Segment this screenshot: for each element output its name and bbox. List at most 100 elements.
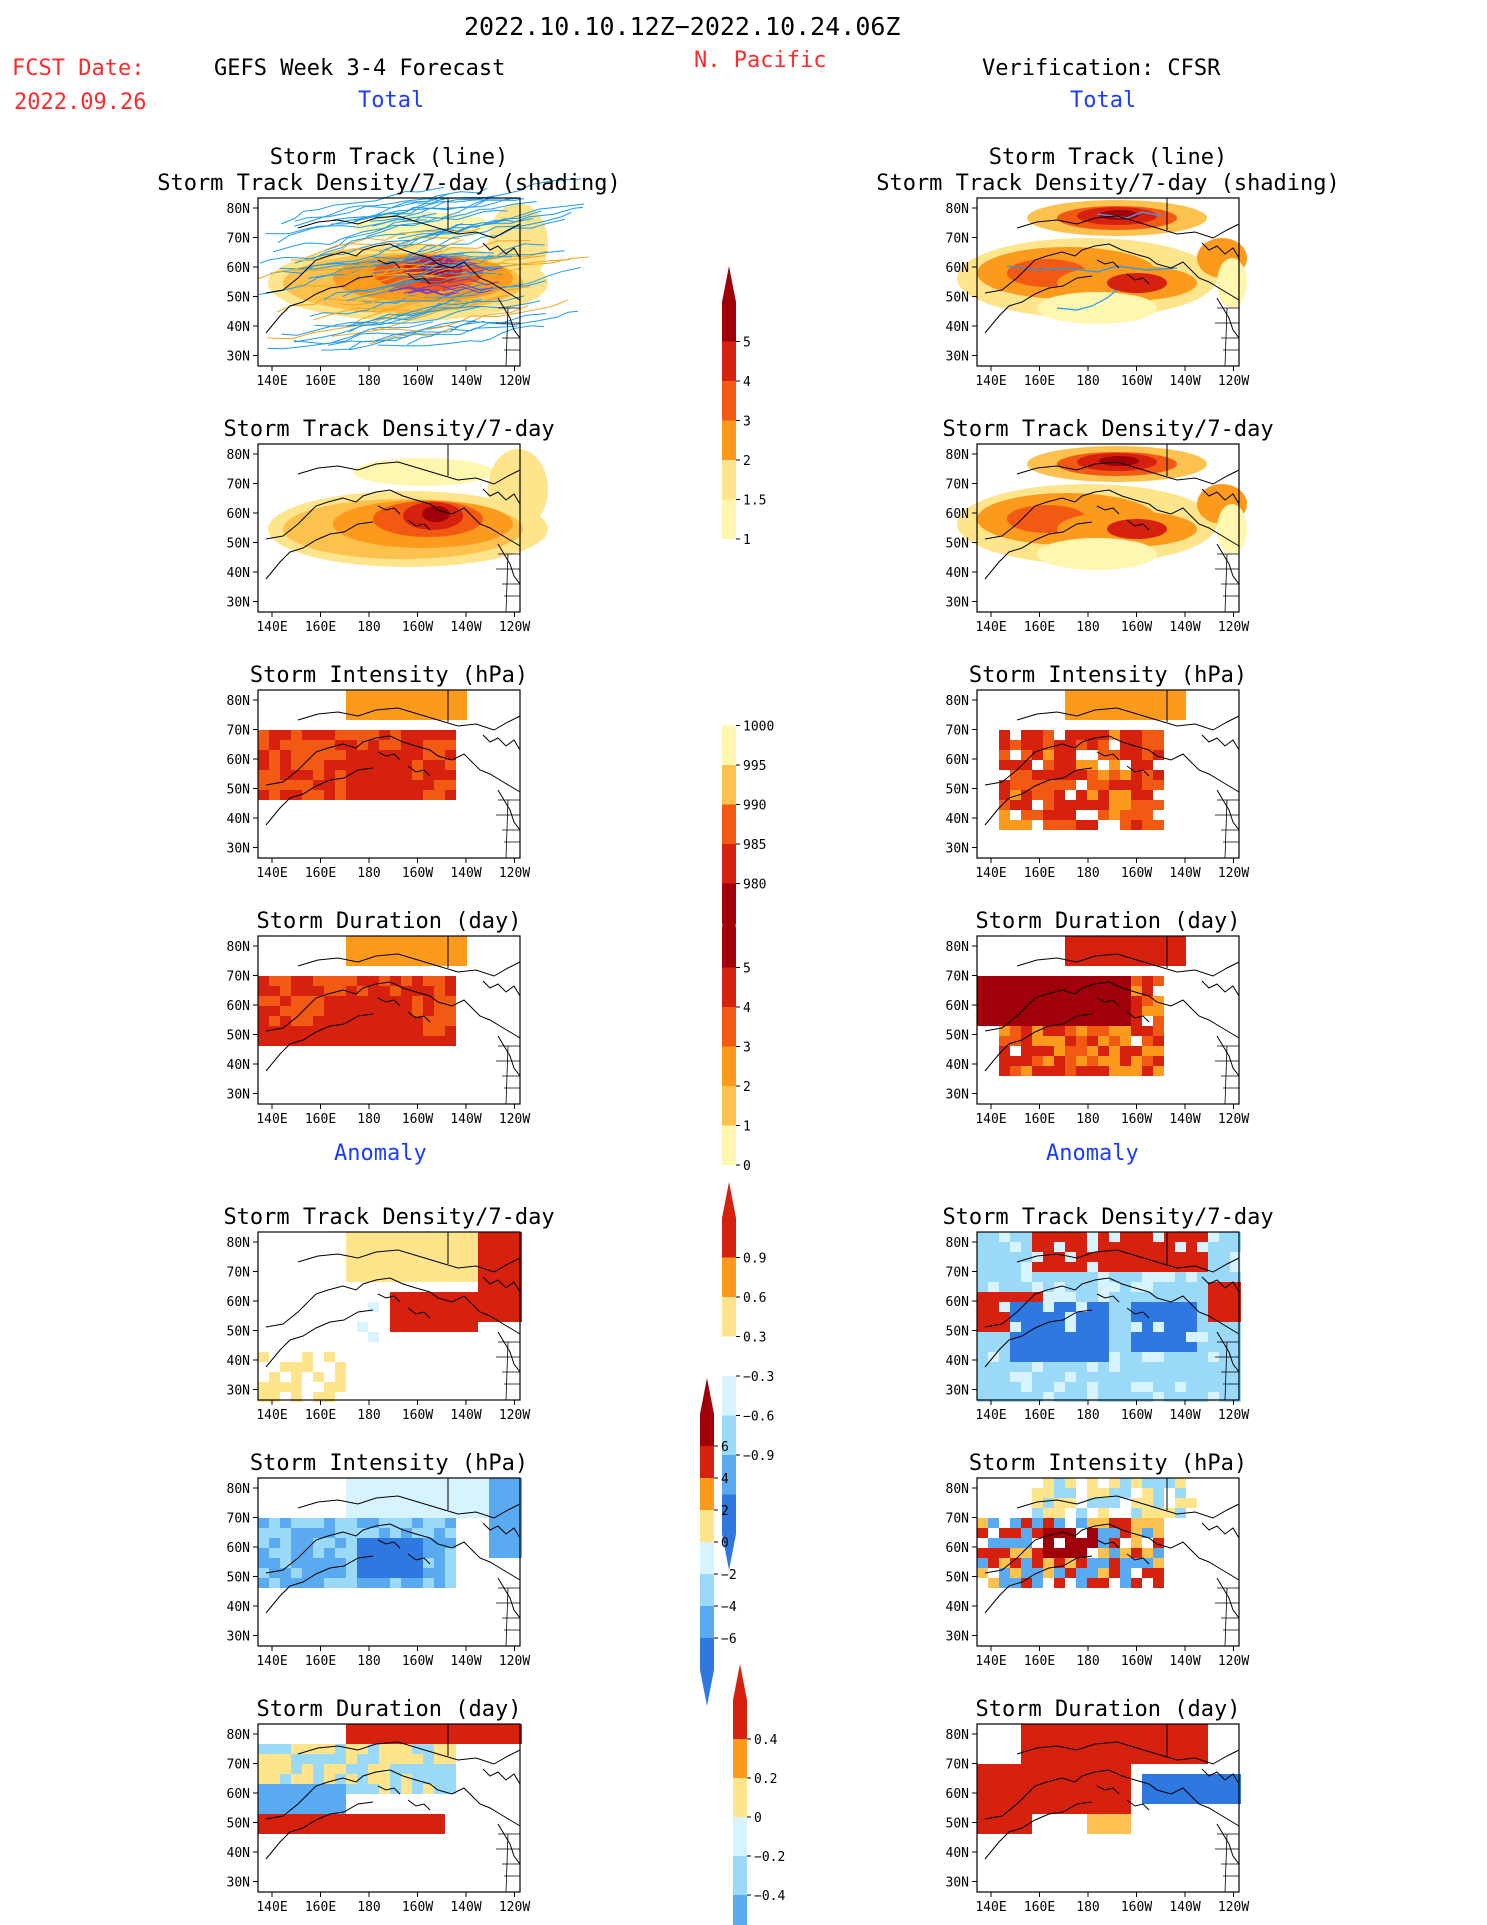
lon-tick-label: 120W [499,1408,530,1423]
lon-tick-label: 120W [1218,1654,1249,1669]
lon-tick-label: 140W [450,374,481,389]
lat-tick-label: 80N [227,940,250,955]
lon-tick-label: 120W [1218,374,1249,389]
lat-tick-label: 30N [946,1088,969,1103]
lat-tick-label: 70N [227,1758,250,1773]
lon-tick-label: 140E [975,1408,1006,1423]
lat-tick-label: 60N [946,507,969,522]
colorbar-label: −6 [721,1632,737,1647]
lon-tick-label: 180 [357,866,380,881]
lon-tick-label: 160E [305,866,336,881]
coastline [265,936,521,1105]
lat-tick-label: 40N [946,1600,969,1615]
lat-tick-label: 80N [227,448,250,463]
lon-tick-label: 160E [305,1900,336,1915]
lon-tick-label: 140E [975,1654,1006,1669]
colorbar-intensity-anom: 6 4 2 0 −2 −4 −6 [700,1378,737,1706]
lon-tick-label: 180 [1076,1654,1099,1669]
lat-tick-label: 80N [946,1236,969,1251]
coastline [265,198,521,367]
map-panel-int-cfsr: 80N 70N 60N 50N 40N 30N 140E 160E 180 160W 140W 120… [946,663,1250,881]
colorbar-label: 2 [743,454,751,469]
lon-tick-label: 140E [975,1900,1006,1915]
colorbar-label: 0.4 [754,1733,778,1748]
lat-tick-label: 50N [227,291,250,306]
panel-title-line2: Storm Track Density/7-day (shading) [876,171,1340,196]
lon-tick-label: 160E [305,1408,336,1423]
panel-title: Storm Duration (day) [257,909,522,934]
panel-title-line1: Storm Track (line) [989,145,1227,170]
lat-tick-label: 70N [946,1266,969,1281]
lat-tick-label: 40N [227,1058,250,1073]
lat-tick-label: 60N [946,753,969,768]
lon-tick-label: 120W [499,620,530,635]
lon-tick-label: 160W [402,1112,433,1127]
lat-tick-label: 40N [946,1354,969,1369]
lat-tick-label: 30N [946,596,969,611]
lon-tick-label: 180 [1076,866,1099,881]
lon-tick-label: 140W [1169,1408,1200,1423]
lat-tick-label: 80N [946,1728,969,1743]
lon-tick-label: 160W [1121,374,1152,389]
panel-title: Storm Track Density/7-day [942,417,1273,442]
map-frame [257,689,521,859]
lat-tick-label: 40N [227,566,250,581]
lon-tick-label: 180 [1076,374,1099,389]
map-panel-track-cfsr: 80N 70N 60N 50N 40N 30N 140E 160E 180 160W 140W 120… [876,145,1340,389]
field-shading [258,1724,522,1834]
field-shading [258,690,467,800]
map-panel-track-forecast: 80N 70N 60N 50N 40N 30N 140E 160E 180 160W 140W 120… [157,145,621,389]
lat-tick-label: 50N [946,783,969,798]
lon-tick-label: 160E [1024,1408,1055,1423]
lat-tick-label: 40N [227,320,250,335]
lat-tick-label: 30N [227,1630,250,1645]
map-panel-dens-forecast: 80N 70N 60N 50N 40N 30N 140E 160E 180 160W 140W 120… [223,417,554,635]
lat-tick-label: 60N [227,507,250,522]
panel-title: Storm Duration (day) [976,909,1241,934]
panel-title: Storm Intensity (hPa) [250,1451,528,1476]
lat-tick-label: 70N [227,478,250,493]
lat-tick-label: 80N [946,694,969,709]
field-shading [258,936,467,1046]
field-shading [268,449,548,567]
coastline [265,1478,521,1647]
coastline [265,1232,521,1401]
lon-tick-label: 160W [1121,1408,1152,1423]
colorbar-label: 1.5 [743,494,766,509]
fcst-date-label: FCST Date: [12,56,145,81]
field-shading [977,1724,1241,1834]
lon-tick-label: 140W [450,620,481,635]
lon-tick-label: 160E [1024,374,1055,389]
lon-tick-label: 160W [402,1900,433,1915]
lat-tick-label: 50N [946,1029,969,1044]
colorbar-label: −0.6 [743,1410,774,1425]
colorbar-label: 6 [721,1440,729,1455]
colorbar-label: 0 [743,1159,751,1174]
lat-tick-label: 50N [946,291,969,306]
panel-title: Storm Intensity (hPa) [969,663,1247,688]
lon-tick-label: 140W [1169,374,1200,389]
map-frame [976,935,1240,1105]
map-frame [257,1231,521,1401]
lon-tick-label: 120W [1218,1408,1249,1423]
lat-tick-label: 80N [227,202,250,217]
lat-tick-label: 30N [227,1876,250,1891]
colorbar-label: −2 [721,1568,737,1583]
field-shading [977,936,1186,1076]
coastline [984,444,1240,613]
lat-tick-label: 50N [946,1571,969,1586]
total-label-right: Total [1070,88,1137,113]
map-frame [257,1477,521,1647]
coastline [265,1724,521,1893]
colorbar-label: 980 [743,878,766,893]
lat-tick-label: 60N [946,999,969,1014]
lat-tick-label: 40N [946,812,969,827]
lat-tick-label: 50N [946,537,969,552]
anomaly-label-right: Anomaly [1046,1141,1139,1166]
lon-tick-label: 180 [1076,1900,1099,1915]
lon-tick-label: 120W [499,866,530,881]
lon-tick-label: 140W [1169,866,1200,881]
lat-tick-label: 50N [227,1817,250,1832]
coastline [984,1724,1240,1893]
map-frame [976,443,1240,613]
